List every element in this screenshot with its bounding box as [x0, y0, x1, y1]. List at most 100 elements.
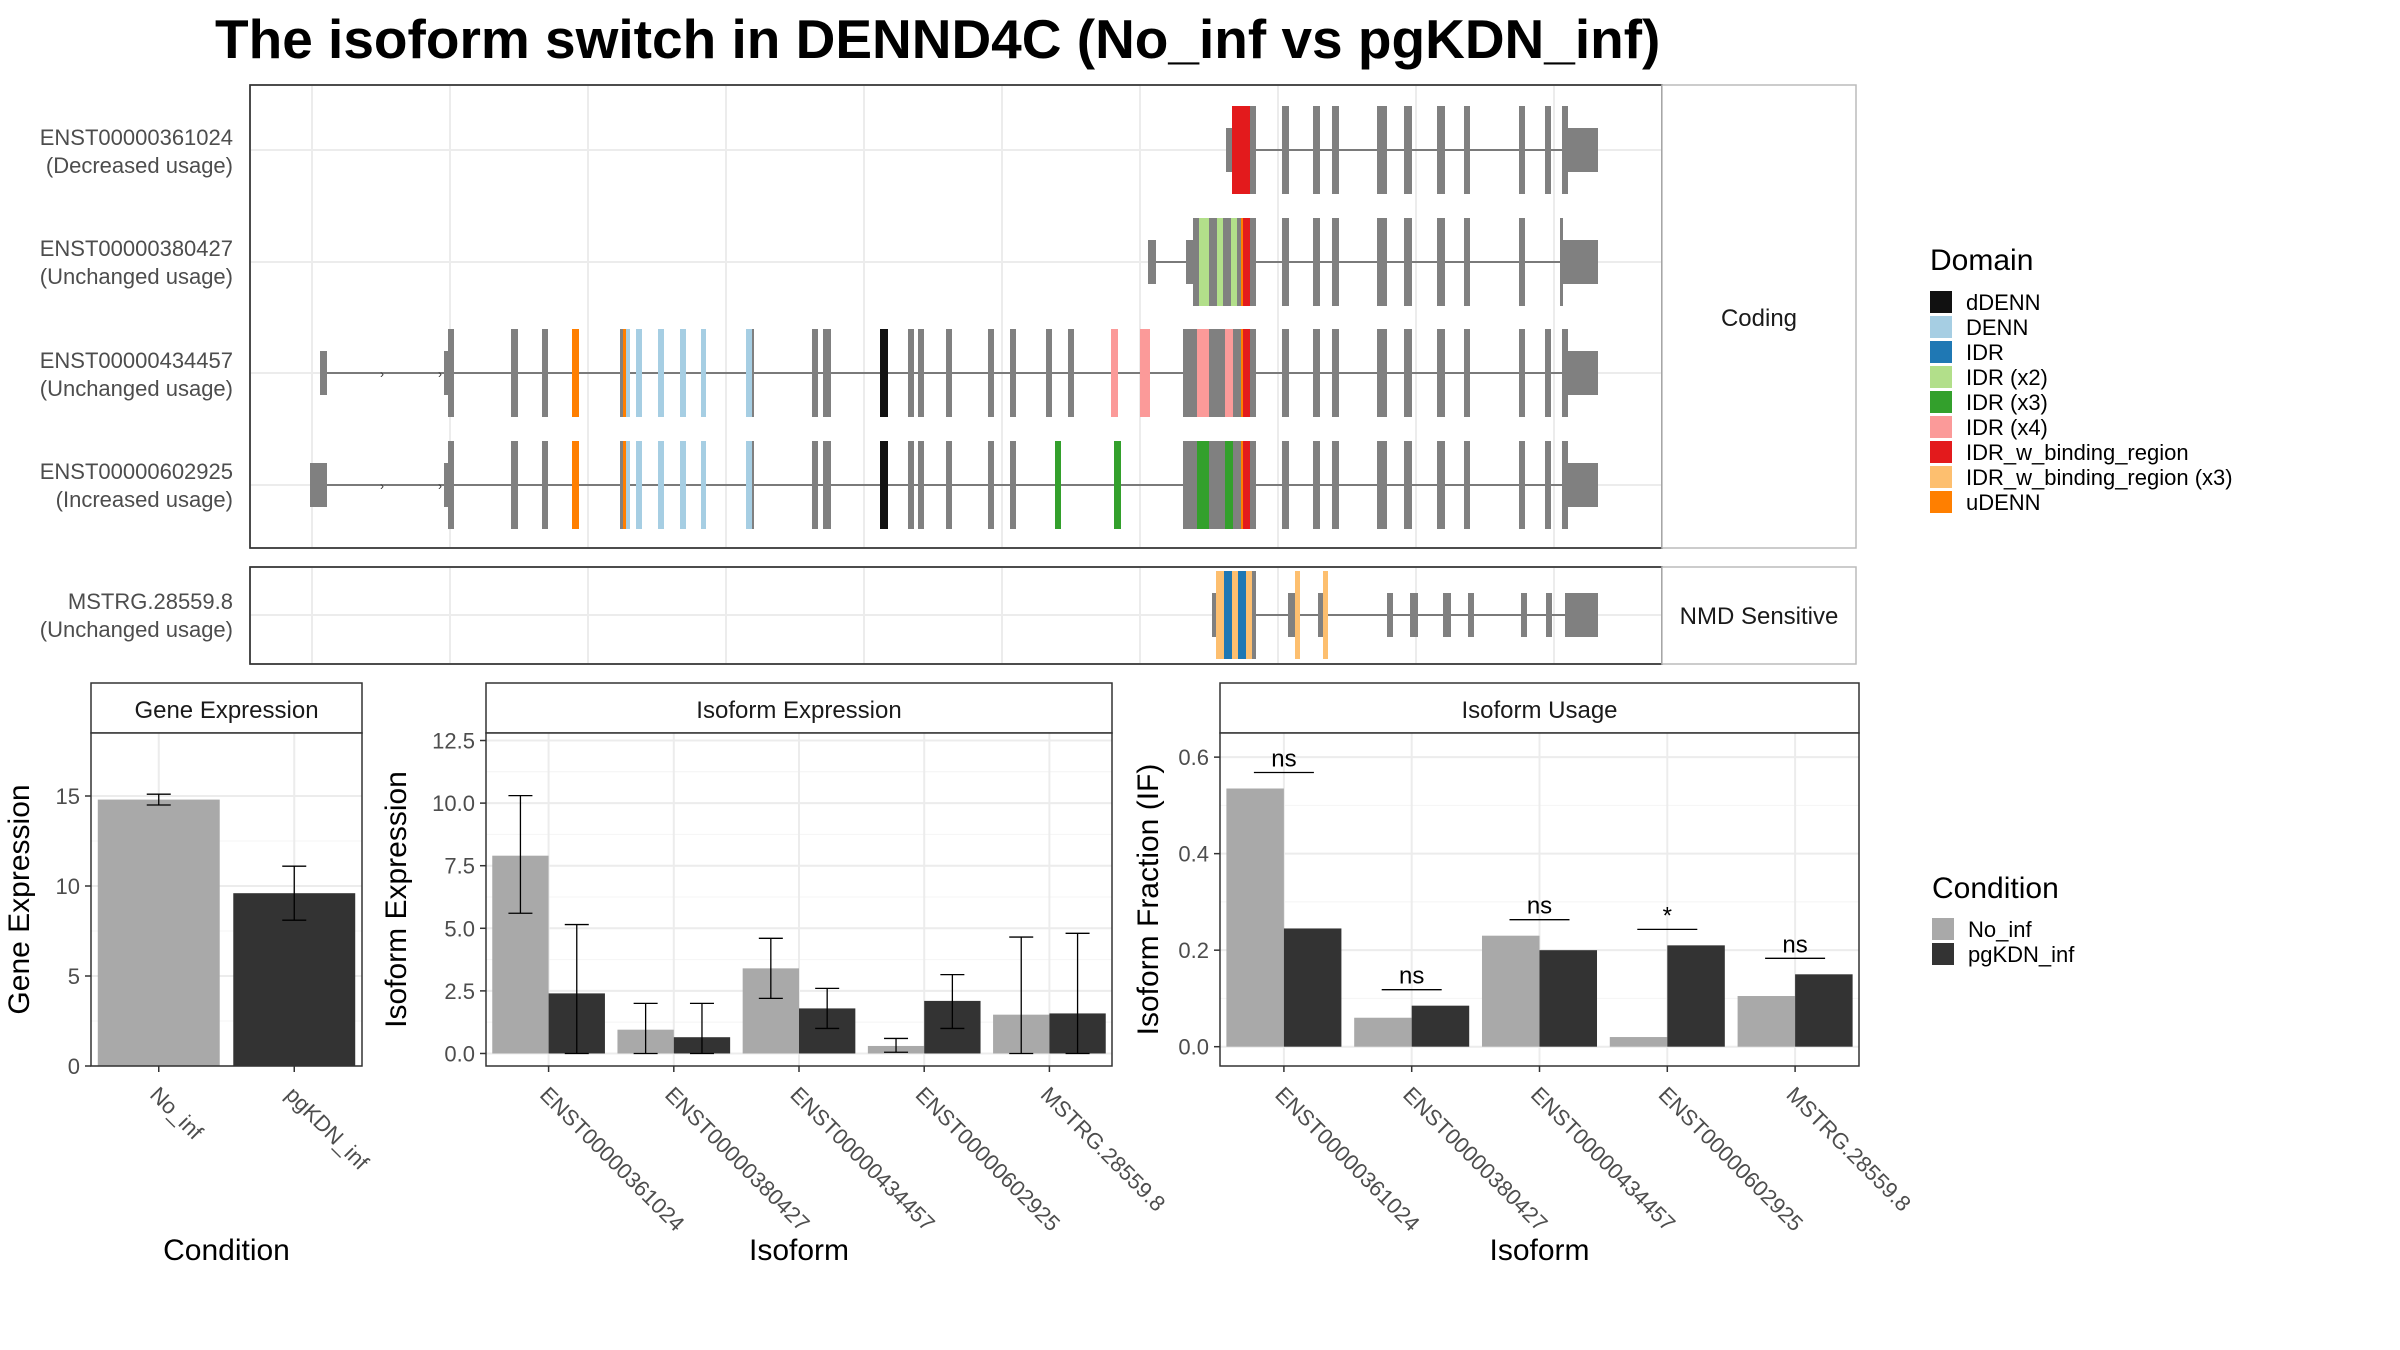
legend-label: IDR_w_binding_region (x3)	[1966, 465, 2233, 490]
bar-No_inf	[97, 799, 220, 1066]
exon	[908, 441, 914, 529]
utr-exon	[1186, 240, 1193, 284]
transcript-labels: ENST00000361024 (Decreased usage) ENST00…	[40, 125, 233, 642]
exon	[1443, 593, 1451, 637]
bar-No_inf	[1226, 788, 1284, 1047]
domain-idr-w-binding-region-x3	[1232, 571, 1238, 659]
y-tick-label: 7.5	[444, 854, 475, 879]
exon	[1404, 106, 1412, 194]
y-tick-label: 5	[68, 964, 80, 989]
exon	[946, 329, 952, 417]
exon	[823, 441, 831, 529]
strip-nmd-sensitive	[1661, 566, 1857, 665]
domain-DENN	[626, 329, 630, 417]
exon	[812, 441, 818, 529]
transcript-track	[1226, 106, 1598, 194]
domain-DENN	[658, 441, 664, 529]
domain-idr-w-binding-region-x3	[1246, 571, 1252, 659]
exon	[1545, 329, 1551, 417]
transcript-track: › ›	[310, 441, 1598, 529]
exon	[1193, 218, 1199, 306]
exon	[1068, 329, 1074, 417]
exon	[1282, 106, 1289, 194]
exon	[1464, 106, 1470, 194]
exon	[1332, 329, 1339, 417]
domain-DENN	[658, 329, 664, 417]
domain-uDENN	[623, 329, 626, 417]
strand-arrow: ›	[380, 367, 384, 381]
y-axis-title: Isoform Expression	[380, 771, 413, 1028]
legend-key-udenn	[1930, 491, 1952, 513]
bar-No_inf	[1354, 1017, 1412, 1047]
y-tick-label: 0.2	[1178, 938, 1209, 963]
domain-idr-w-binding-region	[1243, 441, 1250, 529]
transcript-id-label: ENST00000380427	[40, 236, 233, 261]
strand-arrow: ›	[438, 367, 442, 381]
strand-arrow: ›	[380, 479, 384, 493]
transcript-track	[1148, 218, 1598, 306]
utr-exon	[320, 351, 327, 395]
exon	[1377, 329, 1387, 417]
exon	[1223, 218, 1231, 306]
utr-exon	[1565, 593, 1598, 637]
legend-key-idr-w-binding-region-x3-	[1930, 466, 1952, 488]
legend-label: uDENN	[1966, 490, 2041, 515]
coding-panel-background	[249, 84, 1663, 549]
utr-exon	[1288, 593, 1295, 637]
domain-uDENN	[572, 441, 579, 529]
exon	[1377, 218, 1387, 306]
y-tick-label: 15	[56, 784, 80, 809]
domain-DENN	[680, 329, 686, 417]
exon	[1209, 218, 1217, 306]
exon	[988, 441, 994, 529]
significance-label: ns	[1271, 746, 1296, 773]
exon	[1437, 106, 1445, 194]
domain-DENN	[626, 441, 630, 529]
domain-idr-x4	[1140, 329, 1150, 417]
bar-pgKDN_inf	[1539, 950, 1598, 1047]
y-tick-label: 0.0	[444, 1041, 475, 1066]
bar-No_inf	[1481, 935, 1540, 1047]
legend-key-denn	[1930, 316, 1952, 338]
y-tick-label: 10	[56, 874, 80, 899]
utr-exon	[444, 351, 448, 395]
exon	[1377, 441, 1387, 529]
bar-pgKDN_inf	[1795, 974, 1853, 1047]
bar-pgKDN_inf	[1411, 1005, 1470, 1047]
transcript-id-label: ENST00000361024	[40, 125, 233, 150]
legend-label: IDR (x4)	[1966, 415, 2048, 440]
transcript-id-label: ENST00000434457	[40, 348, 233, 373]
legend-label: IDR (x3)	[1966, 390, 2048, 415]
exon	[946, 441, 952, 529]
domain-dDENN	[880, 441, 888, 529]
utr-exon	[1148, 240, 1156, 284]
transcript-usage-label: (Unchanged usage)	[40, 617, 233, 642]
x-axis-title: Isoform	[1489, 1234, 1589, 1267]
legend-key-no-inf	[1932, 918, 1954, 940]
exon	[1282, 218, 1289, 306]
domain-idr-x2	[1199, 218, 1209, 306]
exon	[1545, 441, 1551, 529]
exon	[908, 329, 914, 417]
transcript-usage-label: (Increased usage)	[56, 487, 233, 512]
panel-strip	[1219, 682, 1860, 734]
exon	[1562, 106, 1568, 194]
domain-idr-x2	[1231, 218, 1237, 306]
y-tick-label: 0	[68, 1054, 80, 1079]
transcript-usage-label: (Unchanged usage)	[40, 376, 233, 401]
strip-coding	[1661, 84, 1857, 549]
exon	[1387, 593, 1393, 637]
exon	[542, 441, 548, 529]
exon	[1410, 593, 1418, 637]
exon	[1377, 106, 1387, 194]
exon	[1332, 218, 1339, 306]
transcript-track: › ›	[320, 329, 1598, 417]
domain-idr-w-binding-region	[1243, 218, 1250, 306]
utr-exon	[1563, 240, 1598, 284]
exon	[448, 329, 454, 417]
x-axis-title: Condition	[163, 1234, 290, 1267]
legend-key-idr-w-binding-region	[1930, 441, 1952, 463]
exon	[1519, 218, 1525, 306]
